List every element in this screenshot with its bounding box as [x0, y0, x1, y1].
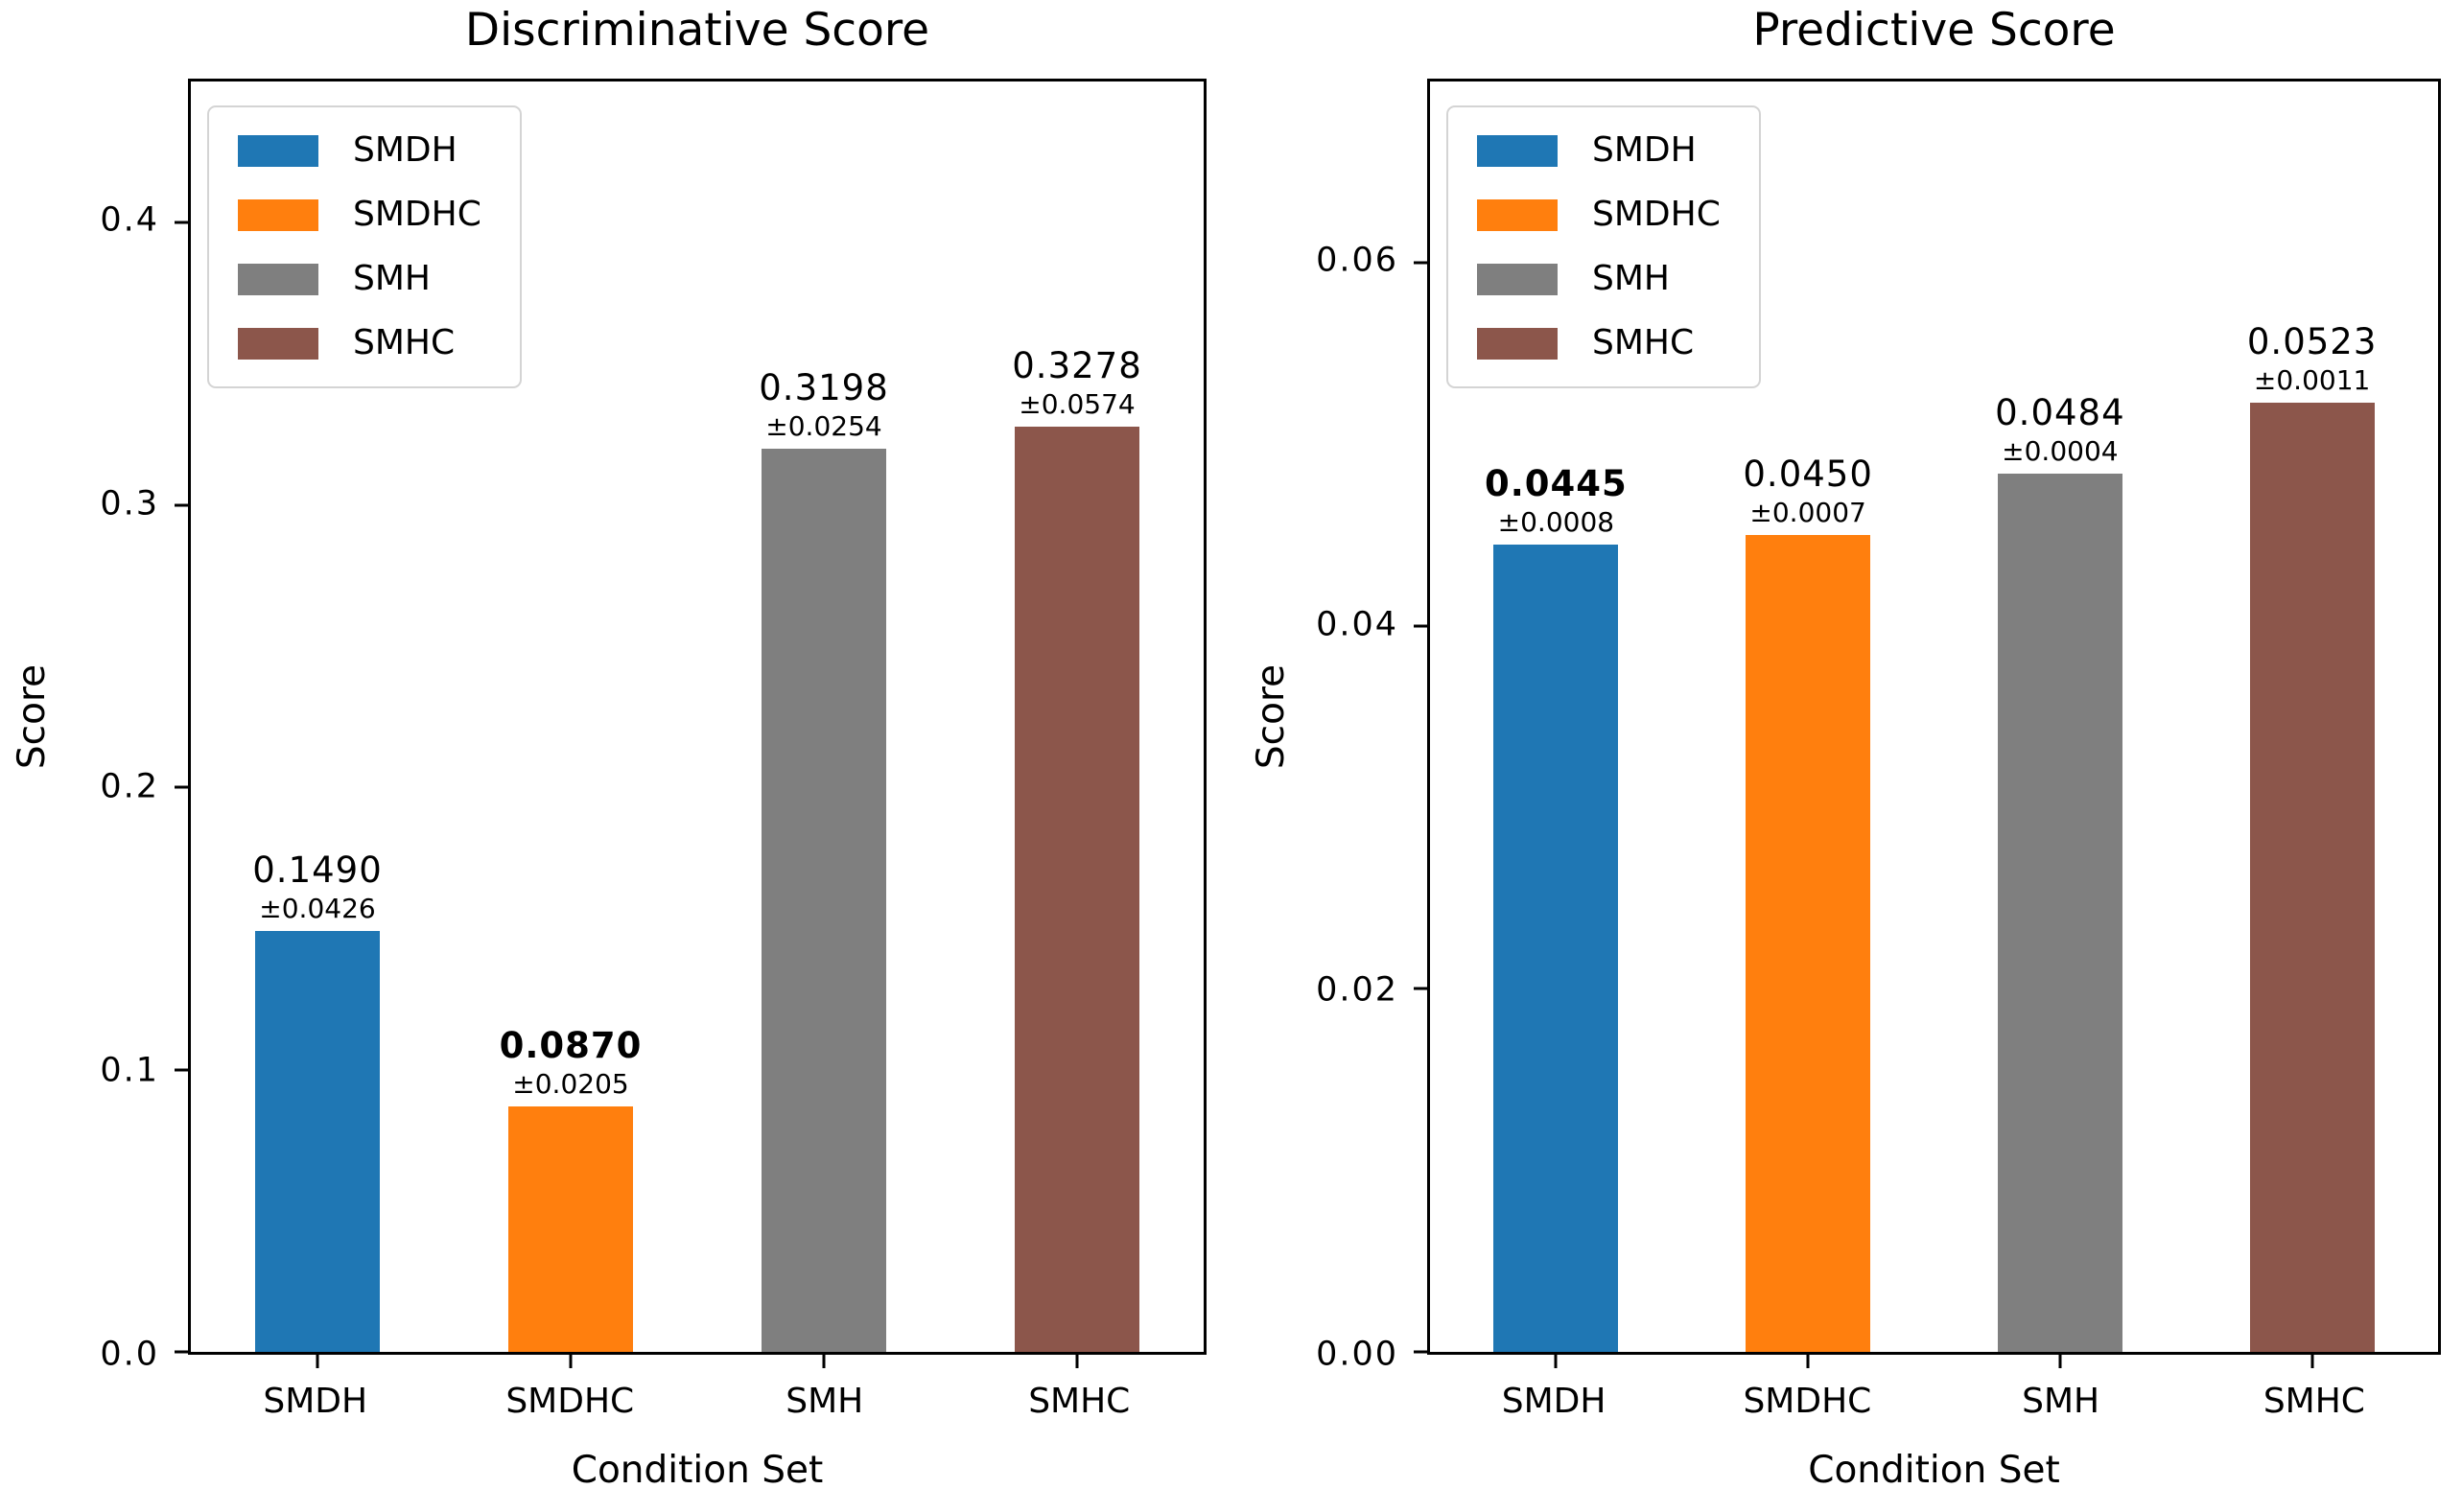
x-tick-mark: [1075, 1352, 1079, 1368]
y-tick-mark: [1414, 624, 1430, 628]
legend-swatch-smhc: [238, 327, 318, 360]
x-tick-mark: [569, 1352, 573, 1368]
y-tick-mark: [1414, 1350, 1430, 1354]
legend-swatch-smh: [238, 263, 318, 295]
legend-swatch-smhc: [1477, 327, 1558, 360]
discriminative-score-chart: Discriminative Score Score 0.1490 ±0.0426…: [12, 4, 1207, 1492]
legend-row-smhc: SMHC: [238, 325, 481, 361]
bar-slot-smh: 0.3198 ±0.0254: [697, 81, 950, 1352]
y-tick-label: 0.06: [1316, 241, 1398, 280]
chart-title: Discriminative Score: [464, 4, 930, 57]
bar-slot-smhc: 0.3278 ±0.0574: [950, 81, 1204, 1352]
bar-smdh: [254, 931, 381, 1352]
legend-row-smhc: SMHC: [1477, 325, 1721, 361]
legend-label: SMH: [1592, 259, 1670, 298]
y-tick-label: 0.00: [1316, 1335, 1398, 1374]
y-tick-mark: [175, 1350, 191, 1354]
x-tick-mark: [1806, 1352, 1810, 1368]
x-tick-label-smdh: SMDH: [263, 1382, 368, 1421]
x-axis-label: Condition Set: [571, 1449, 824, 1492]
x-tick-mark: [2310, 1352, 2314, 1368]
legend-row-smh: SMH: [1477, 261, 1721, 297]
bar-slot-smhc: 0.0523 ±0.0011: [2186, 81, 2438, 1352]
legend-label: SMDH: [1592, 130, 1697, 170]
predictive-score-chart: Predictive Score Score 0.0445 ±0.0008 0.04…: [1251, 4, 2441, 1492]
y-axis-label-text: Score: [11, 663, 55, 770]
x-tick-labels: SMDH SMDHC SMH SMHC: [1427, 1382, 2441, 1421]
y-tick-mark: [175, 503, 191, 507]
bar-smhc: [2249, 403, 2375, 1352]
legend-label: SMHC: [1592, 323, 1695, 362]
y-tick-label: 0.02: [1316, 970, 1398, 1010]
y-tick-mark: [175, 785, 191, 789]
y-tick-label: 0.0: [100, 1335, 159, 1374]
x-tick-labels: SMDH SMDHC SMH SMHC: [188, 1382, 1207, 1421]
bar-smdhc: [507, 1105, 634, 1352]
legend-swatch-smdh: [1477, 134, 1558, 167]
legend-row-smdh: SMDH: [1477, 132, 1721, 169]
x-axis-label: Condition Set: [1808, 1449, 2060, 1492]
y-tick-mark: [1414, 987, 1430, 990]
legend-swatch-smdh: [238, 134, 318, 167]
legend-row-smdhc: SMDHC: [1477, 197, 1721, 233]
x-tick-mark: [316, 1352, 319, 1368]
y-axis-label-text: Score: [1250, 663, 1294, 770]
legend-swatch-smdhc: [238, 198, 318, 231]
legend-label: SMDHC: [353, 195, 481, 234]
x-tick-mark: [2058, 1352, 2062, 1368]
y-axis-label: Score: [4, 79, 61, 1355]
legend-swatch-smh: [1477, 263, 1558, 295]
x-tick-mark: [822, 1352, 826, 1368]
chart-title: Predictive Score: [1752, 4, 2116, 57]
plot-area: 0.1490 ±0.0426 0.0870 ±0.0205 0.3198 ±0.0254 0…: [175, 79, 1207, 1368]
legend-label: SMDHC: [1592, 195, 1721, 234]
legend: SMDH SMDHC SMH SMHC: [207, 105, 522, 388]
legend: SMDH SMDHC SMH SMHC: [1446, 105, 1761, 388]
bar-smhc: [1014, 426, 1140, 1352]
bars-container: 0.0445 ±0.0008 0.0450 ±0.0007 0.0484 ±0.0004 0…: [1430, 81, 2438, 1352]
y-tick-label: 0.1: [100, 1051, 159, 1090]
x-tick-label-smhc: SMHC: [2263, 1382, 2365, 1421]
x-tick-label-smdhc: SMDHC: [505, 1382, 635, 1421]
y-tick-mark: [175, 1068, 191, 1072]
x-tick-label-smhc: SMHC: [1028, 1382, 1131, 1421]
legend-row-smdh: SMDH: [238, 132, 481, 169]
legend-row-smdhc: SMDHC: [238, 197, 481, 233]
x-tick-mark: [1554, 1352, 1558, 1368]
x-tick-label-smh: SMH: [785, 1382, 864, 1421]
y-tick-mark: [1414, 261, 1430, 265]
x-tick-label-smdhc: SMDHC: [1743, 1382, 1872, 1421]
legend-label: SMDH: [353, 130, 457, 170]
bar-smdh: [1493, 544, 1619, 1352]
x-tick-label-smh: SMH: [2022, 1382, 2100, 1421]
bar-slot-smh: 0.0484 ±0.0004: [1934, 81, 2187, 1352]
legend-label: SMHC: [353, 323, 456, 362]
bar-smdhc: [1746, 535, 1871, 1352]
legend-swatch-smdhc: [1477, 198, 1558, 231]
legend-label: SMH: [353, 259, 431, 298]
y-axis-label: Score: [1243, 79, 1301, 1355]
y-tick-mark: [175, 221, 191, 224]
plot-area: 0.0445 ±0.0008 0.0450 ±0.0007 0.0484 ±0.0004 0…: [1414, 79, 2441, 1368]
x-tick-label-smdh: SMDH: [1501, 1382, 1606, 1421]
y-tick-label: 0.3: [100, 484, 159, 523]
y-tick-label: 0.04: [1316, 605, 1398, 644]
bar-smh: [761, 449, 887, 1352]
legend-row-smh: SMH: [238, 261, 481, 297]
bar-smh: [1997, 473, 2122, 1352]
y-tick-label: 0.4: [100, 200, 159, 240]
y-tick-label: 0.2: [100, 767, 159, 806]
